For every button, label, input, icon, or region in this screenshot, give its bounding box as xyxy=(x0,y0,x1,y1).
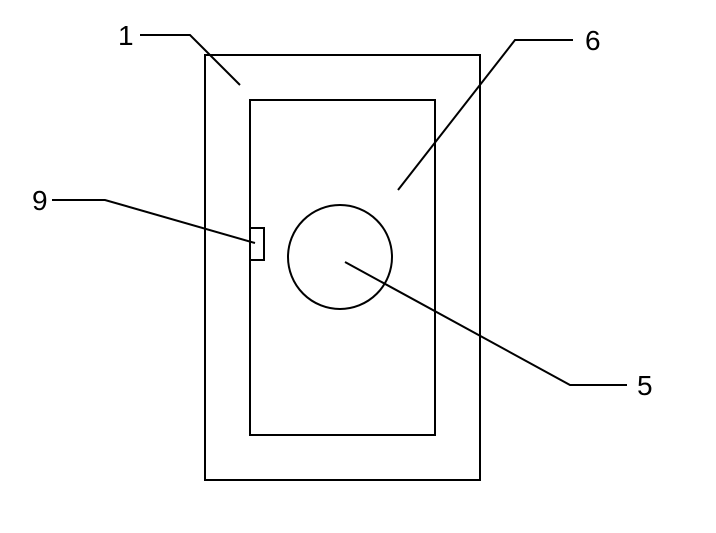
label-9: 9 xyxy=(32,185,48,216)
label-1: 1 xyxy=(118,20,134,51)
technical-diagram: 1695 xyxy=(0,0,716,533)
small-rect xyxy=(250,228,264,260)
label-5: 5 xyxy=(637,370,653,401)
outer-rect xyxy=(205,55,480,480)
leader-6 xyxy=(398,40,573,190)
label-6: 6 xyxy=(585,25,601,56)
leader-1 xyxy=(140,35,240,85)
inner-rect xyxy=(250,100,435,435)
leader-9 xyxy=(52,200,255,243)
center-circle xyxy=(288,205,392,309)
